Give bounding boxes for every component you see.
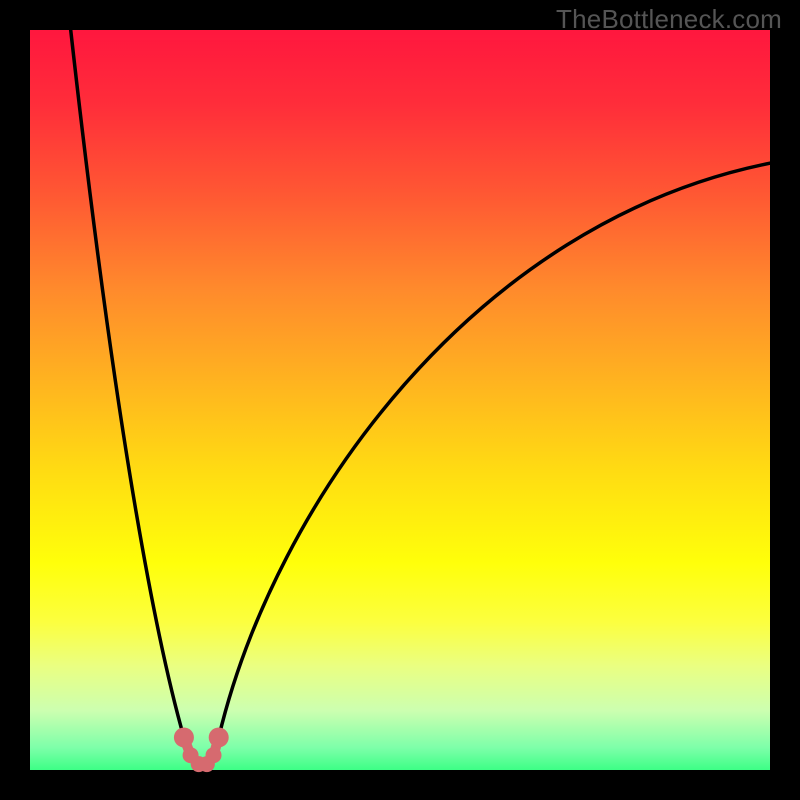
chart-frame: TheBottleneck.com xyxy=(0,0,800,800)
marker-dot xyxy=(174,727,194,747)
bottleneck-chart xyxy=(0,0,800,800)
chart-gradient-bg xyxy=(30,30,770,770)
marker-dot xyxy=(206,747,222,763)
source-watermark: TheBottleneck.com xyxy=(556,4,782,35)
marker-dot xyxy=(209,727,229,747)
